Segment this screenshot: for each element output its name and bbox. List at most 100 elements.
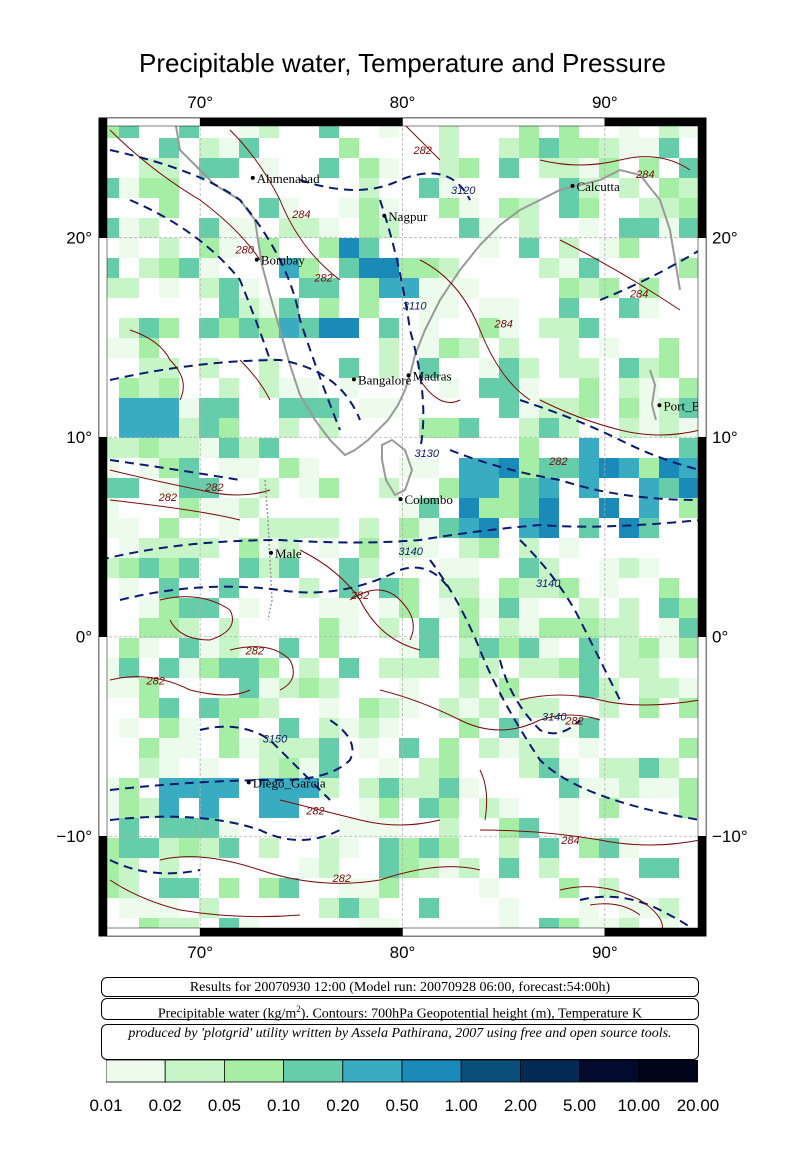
colorbar-tick: 0.10 [267, 1096, 301, 1115]
water-cell [459, 278, 479, 298]
geopotential-label: 3140 [542, 712, 567, 724]
water-cell [659, 338, 679, 358]
water-cell [219, 718, 239, 738]
water-cell [679, 798, 699, 818]
city-marker [246, 780, 251, 785]
lat-tick-left: −10° [56, 827, 92, 846]
water-cell [259, 298, 279, 318]
water-cell [159, 798, 179, 818]
water-cell [139, 258, 159, 278]
water-cell [299, 678, 319, 698]
city-marker [351, 377, 356, 382]
water-cell [359, 398, 379, 418]
water-cell [519, 738, 539, 758]
water-cell [199, 818, 219, 838]
water-cell [159, 238, 179, 258]
water-cell [519, 698, 539, 718]
water-cell [379, 338, 399, 358]
water-cell [179, 738, 199, 758]
water-cell [159, 318, 179, 338]
water-cell [399, 258, 419, 278]
water-cell [579, 138, 599, 158]
water-cell [259, 378, 279, 398]
water-cell [499, 378, 519, 398]
water-cell [479, 598, 499, 618]
water-cell [319, 638, 339, 658]
water-cell [419, 258, 439, 278]
water-cell [439, 138, 459, 158]
water-cell [579, 198, 599, 218]
water-cell [319, 838, 339, 858]
water-cell [419, 898, 439, 918]
water-cell [219, 398, 239, 418]
water-cell [399, 638, 419, 658]
water-cell [339, 718, 359, 738]
water-cell [279, 878, 299, 898]
water-cell [159, 278, 179, 298]
water-cell [499, 498, 519, 518]
temperature-label: 284 [291, 209, 310, 221]
water-cell [479, 358, 499, 378]
water-cell [599, 778, 619, 798]
water-cell [519, 498, 539, 518]
city-marker [250, 175, 255, 180]
water-cell [679, 638, 699, 658]
water-cell [359, 538, 379, 558]
water-cell [319, 398, 339, 418]
water-cell [559, 778, 579, 798]
water-cell [259, 198, 279, 218]
water-cell [559, 198, 579, 218]
water-cell [519, 438, 539, 458]
water-cell [239, 218, 259, 238]
water-cell [519, 398, 539, 418]
water-cell [199, 638, 219, 658]
water-cell [579, 158, 599, 178]
water-cell [279, 518, 299, 538]
water-cell [479, 218, 499, 238]
frame-bar-bottom [402, 927, 606, 937]
lat-tick-right: 20° [712, 229, 738, 248]
water-cell [279, 538, 299, 558]
water-cell [559, 818, 579, 838]
water-cell [519, 758, 539, 778]
city-label: Madras [413, 368, 452, 383]
water-cell [179, 878, 199, 898]
temperature-label: 284 [493, 318, 512, 330]
city-label: Diego_Garcia [253, 775, 326, 790]
water-cell [519, 818, 539, 838]
water-cell [619, 378, 639, 398]
water-cell [679, 418, 699, 438]
water-cell [359, 898, 379, 918]
water-cell [619, 558, 639, 578]
map-frame-bars [98, 117, 707, 937]
water-cell [119, 378, 139, 398]
colorbar-segment [106, 1060, 166, 1083]
water-cell [379, 198, 399, 218]
water-cell [539, 138, 559, 158]
water-cell [299, 378, 319, 398]
water-cell [439, 478, 459, 498]
temperature-label-layer: 284 282 280 282 284 284 284 282 282 282 282 282 282 2… [145, 145, 654, 885]
frame-bar-right [697, 237, 707, 438]
water-cell [459, 658, 479, 678]
water-cell [139, 598, 159, 618]
water-cell [639, 358, 659, 378]
water-cell [499, 158, 519, 178]
water-cell [479, 378, 499, 398]
water-cell [299, 778, 319, 798]
water-cell [579, 278, 599, 298]
coastline [174, 119, 681, 621]
colorbar-segment [638, 1060, 698, 1083]
water-cell [619, 898, 639, 918]
credit-text: produced by 'plotgrid' utility written b… [128, 1026, 672, 1041]
water-cell [639, 158, 659, 178]
water-cell [599, 798, 619, 818]
water-cell [559, 158, 579, 178]
water-cell [659, 578, 679, 598]
water-cell [459, 618, 479, 638]
axis-tick-labels: 70° 70° 80° 80° 90° 90° 20° 20° 10° 10° 0° 0° −10° −1… [56, 93, 747, 962]
colorbar-segment [342, 1060, 403, 1083]
water-cell [179, 638, 199, 658]
water-cell [579, 598, 599, 618]
water-cell [199, 218, 219, 238]
